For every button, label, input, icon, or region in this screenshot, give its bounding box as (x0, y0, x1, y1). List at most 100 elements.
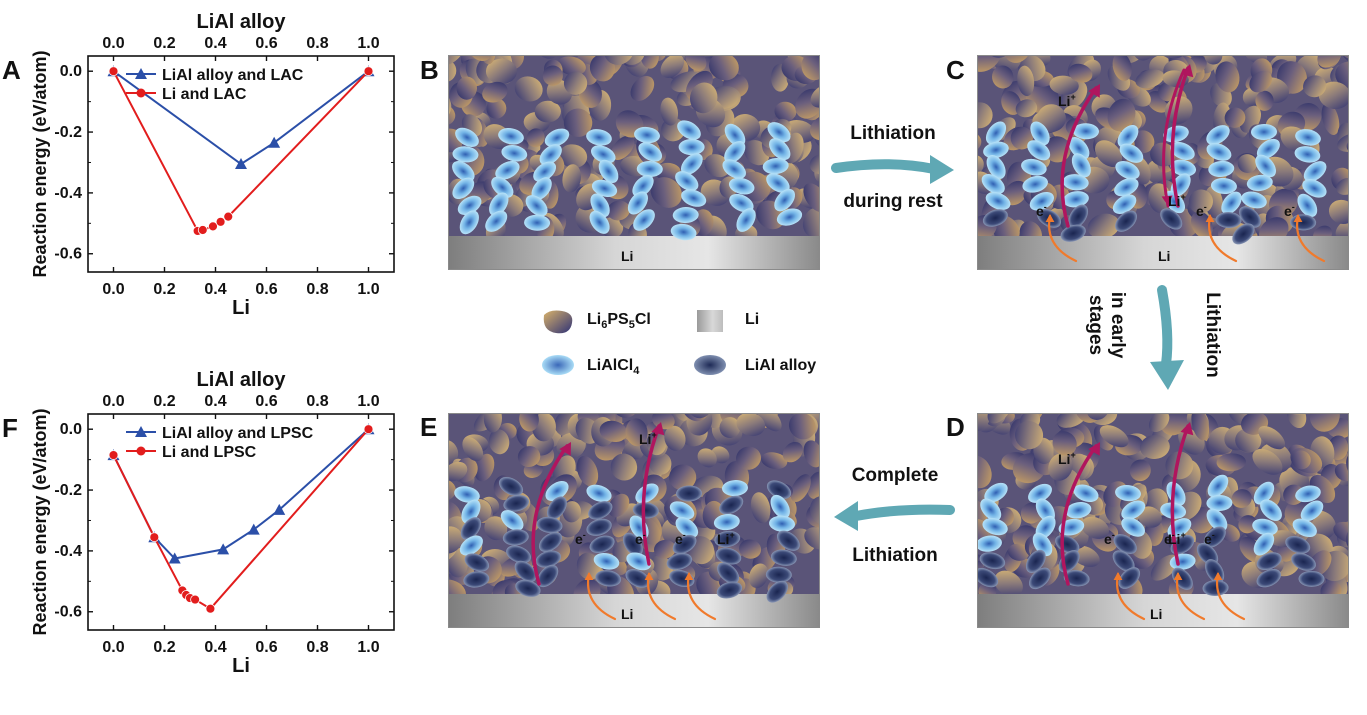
top-tick-label: 1.0 (357, 393, 379, 410)
lial-alloy-particle (1063, 570, 1090, 587)
lpsc-particle (534, 100, 561, 123)
data-point-triangle (273, 503, 286, 515)
lpsc-particle (1317, 56, 1342, 68)
lpsc-particle (486, 98, 507, 119)
lpsc-particle (1087, 213, 1120, 239)
lpsc-particle (1095, 140, 1123, 168)
li-ion-arrow (1170, 424, 1190, 566)
legend-marker (135, 426, 147, 437)
lpsc-particle (610, 453, 638, 481)
lpsc-particle (803, 440, 819, 468)
lac-particle (593, 552, 620, 570)
lpsc-particle (557, 56, 586, 76)
scene-label-sup: + (1070, 92, 1075, 102)
lac-particle (672, 207, 699, 224)
lial-alloy-particle (1203, 526, 1226, 548)
lpsc-particle (526, 128, 545, 148)
lpsc-particle (809, 496, 819, 525)
x-tick-label: 0.2 (153, 639, 175, 656)
lac-particle (1295, 129, 1321, 146)
lpsc-particle (1318, 81, 1348, 110)
lpsc-particle (576, 455, 599, 487)
lac-particle (774, 188, 796, 212)
lial-alloy-particle (666, 553, 693, 570)
top-tick-label: 0.4 (204, 393, 226, 410)
lpsc-particle (1238, 515, 1258, 534)
lac-particle (525, 195, 548, 217)
lial-alloy-particle (714, 530, 741, 548)
lial-alloy-particle (1029, 567, 1051, 590)
lac-particle (776, 208, 803, 226)
x-tick-label: 1.0 (357, 281, 379, 298)
legend-lpsc-swatch (543, 310, 573, 334)
lac-particle (675, 171, 699, 191)
scene-label-sup: - (643, 530, 646, 540)
lac-particle (636, 161, 663, 178)
lpsc-particle (449, 439, 459, 468)
lac-particle (1114, 178, 1139, 197)
li-ion-arrowhead (559, 442, 571, 456)
lpsc-particle (607, 200, 630, 221)
lial-alloy-particle (1239, 206, 1261, 228)
x-tick-label: 0.8 (306, 639, 328, 656)
y-axis-label: Reaction energy (eV/atom) (30, 408, 50, 635)
scene-label-sup: - (1212, 530, 1215, 540)
lac-particle (589, 210, 610, 234)
lpsc-particle (1237, 154, 1257, 173)
lpsc-particle (1015, 99, 1038, 118)
scene-e: Li Li+ Li+ e-e-e- (448, 413, 820, 628)
lpsc-particle (1081, 516, 1109, 539)
electron-arrowhead (1173, 572, 1183, 580)
lpsc-particle (449, 56, 465, 66)
li-ion-arrowhead (1088, 84, 1100, 98)
scene-d: Li Li+ Li+ e-e-e- (977, 413, 1349, 628)
lial-alloy-particle (595, 570, 622, 587)
lpsc-particle (485, 58, 518, 85)
lial-alloy-particle (460, 517, 482, 540)
legend-alloy-swatch (694, 355, 726, 375)
lpsc-particle (1037, 104, 1066, 132)
lpsc-particle (1158, 82, 1176, 102)
y-tick-label: -0.2 (54, 482, 82, 499)
lial-alloy-particle (537, 564, 559, 588)
scene-label: Li (1150, 606, 1162, 622)
lac-particle (681, 189, 707, 207)
lac-particle (1252, 518, 1278, 536)
data-point-circle (205, 603, 216, 614)
lpsc-particle (1048, 453, 1073, 481)
lac-particle (635, 483, 659, 504)
lial-alloy-particle (538, 532, 563, 552)
step-label-lithiation: Lithiation (850, 123, 936, 144)
scene-label: e- (575, 530, 586, 547)
lial-alloy-particle (625, 569, 650, 588)
top-tick-label: 0.0 (102, 35, 124, 52)
lial-alloy-particle (1115, 210, 1138, 232)
lpsc-particle (1335, 61, 1348, 91)
lpsc-particle (1334, 463, 1348, 482)
arrow-b-to-c (831, 155, 954, 184)
lial-alloy-particle (982, 209, 1008, 227)
step-label-in-early: in early (1107, 291, 1128, 359)
lpsc-particle (709, 56, 739, 81)
chart-a: 0.0 0.0 0.2 0.2 0.4 0.4 0.6 0.6 0.8 0.8 1.0 1.0 0.0 -… (30, 11, 395, 319)
panel-label-a: A (2, 55, 21, 85)
scene-label-sup: + (1180, 192, 1185, 202)
li-ion-arrowhead (1088, 442, 1100, 456)
lac-particle (1073, 484, 1099, 502)
x-tick-label: 0.4 (204, 281, 226, 298)
lpsc-particle (689, 82, 718, 114)
x-tick-label: 0.0 (102, 639, 124, 656)
lial-alloy-particle (547, 496, 567, 520)
scene-label-sup: - (683, 530, 686, 540)
lac-particle (1303, 161, 1327, 182)
lac-particle (586, 484, 612, 502)
lpsc-particle (756, 414, 782, 432)
lial-alloy-particle (589, 535, 615, 554)
series-line (112, 70, 370, 166)
lpsc-particle (1007, 543, 1030, 561)
lac-particle (1163, 125, 1189, 143)
electron-arrowhead (1213, 572, 1223, 580)
li-metal-layer (449, 236, 819, 269)
lac-particle (722, 159, 746, 179)
lial-alloy-particle (676, 485, 702, 502)
